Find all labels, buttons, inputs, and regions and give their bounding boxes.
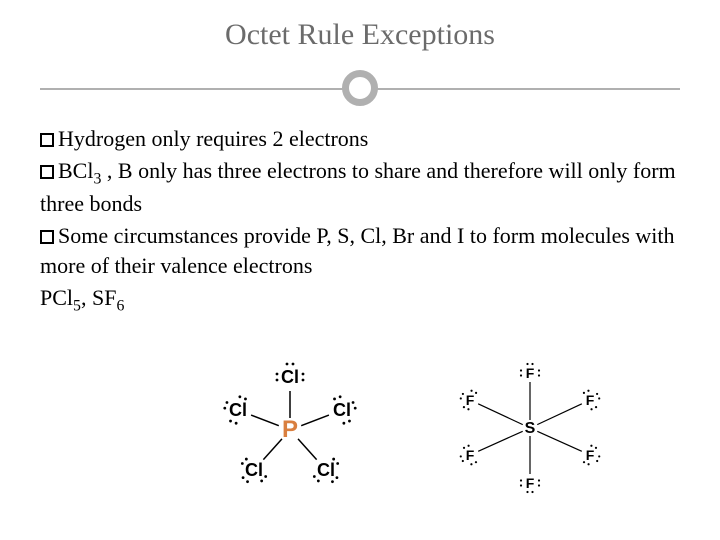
sf6-ligand: F: [526, 475, 535, 491]
sf6-ligand: F: [586, 392, 595, 408]
pcl5-ligand: Cl: [333, 400, 351, 420]
bullet-square-icon: [40, 230, 54, 244]
bullet-square-icon: [40, 165, 54, 179]
bullet-2-text-b: , B only has three electrons to share an…: [40, 158, 676, 217]
divider-circle: [342, 70, 378, 106]
pcl5-ligand: Cl: [229, 400, 247, 420]
sf6-center: S: [525, 420, 536, 437]
pcl5-center: P: [282, 416, 298, 443]
bullet-3-text: Some circumstances provide P, S, Cl, Br …: [40, 223, 675, 278]
bullet-list: Hydrogen only requires 2 electrons BCl3 …: [40, 124, 680, 316]
bullet-1-text: Hydrogen only requires 2 electrons: [58, 126, 368, 151]
pcl5-diagram: P Cl Cl Cl Cl Cl: [190, 355, 390, 500]
bullet-4-sub1: 5: [73, 297, 81, 314]
pcl5-ligand: Cl: [281, 367, 299, 387]
bullet-4-text-b: , SF: [81, 285, 116, 310]
sf6-ligand: F: [586, 447, 595, 463]
slide-title: Octet Rule Exceptions: [40, 18, 680, 52]
diagrams-row: P Cl Cl Cl Cl Cl S F F F F F F: [190, 355, 630, 500]
bullet-3: Some circumstances provide P, S, Cl, Br …: [40, 221, 680, 280]
bullet-1: Hydrogen only requires 2 electrons: [40, 124, 680, 154]
bullet-2-text-a: BCl: [58, 158, 93, 183]
pcl5-ligand: Cl: [317, 460, 335, 480]
bullet-4-text-a: PCl: [40, 285, 73, 310]
bullet-2: BCl3 , B only has three electrons to sha…: [40, 156, 680, 219]
pcl5-ligand: Cl: [245, 460, 263, 480]
bullet-4: PCl5, SF6: [40, 283, 680, 317]
bullet-square-icon: [40, 133, 54, 147]
sf6-ligand: F: [466, 392, 475, 408]
title-divider: [40, 70, 680, 110]
slide-container: Octet Rule Exceptions Hydrogen only requ…: [0, 0, 720, 540]
sf6-diagram: S F F F F F F: [430, 355, 630, 500]
bullet-4-sub2: 6: [116, 297, 124, 314]
sf6-ligand: F: [526, 365, 535, 381]
sf6-ligand: F: [466, 447, 475, 463]
